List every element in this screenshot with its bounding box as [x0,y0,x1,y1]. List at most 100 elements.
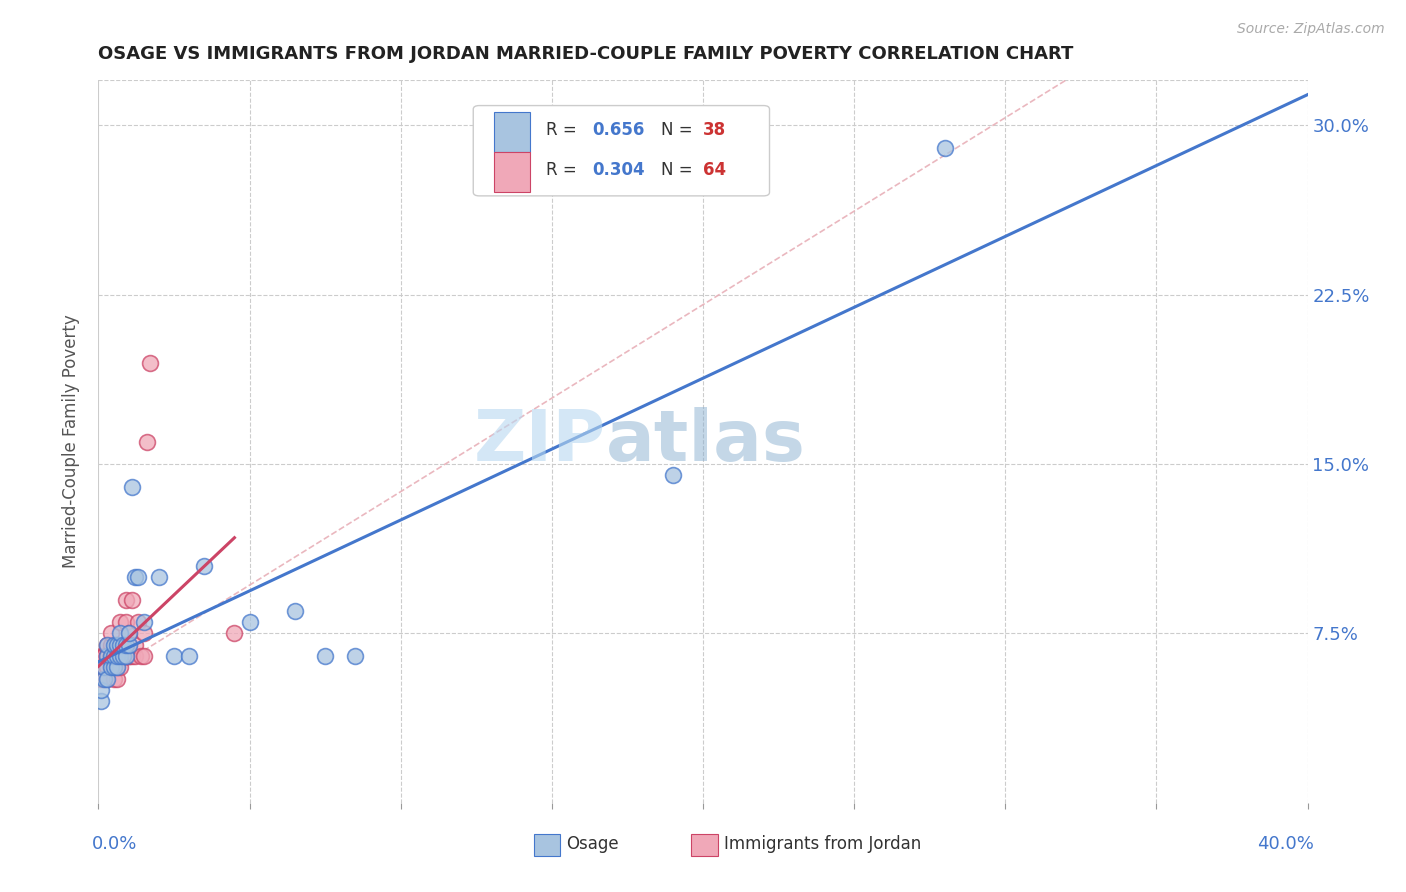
Point [148,570,170,584]
Point [118,648,141,663]
Point [124,638,146,652]
Point [100,626,122,640]
Text: atlas: atlas [606,407,806,476]
Point [105,648,128,663]
Point [96,672,118,686]
Text: N =: N = [661,121,697,139]
Point [108,615,131,630]
Point [284,604,307,618]
Point [105,660,128,674]
Point [100,648,122,663]
Point [193,558,215,573]
Point [103,648,125,663]
Text: Osage: Osage [567,835,619,853]
Point [111,638,134,652]
Point [105,638,128,652]
Point [103,638,125,652]
Point [132,648,155,663]
Point [93,660,115,674]
Point [118,648,141,663]
Point [121,648,143,663]
Point [93,648,115,663]
Point [127,615,149,630]
Point [114,615,136,630]
Point [103,660,125,674]
Point [90,672,112,686]
Text: 0.656: 0.656 [592,121,644,139]
Text: Immigrants from Jordan: Immigrants from Jordan [724,835,921,853]
Point [114,638,136,652]
Point [105,648,128,663]
Point [121,592,143,607]
Point [103,672,125,686]
Point [163,648,186,663]
Point [179,648,201,663]
Point [111,648,134,663]
Text: Source: ZipAtlas.com: Source: ZipAtlas.com [1237,22,1385,37]
Point [100,648,122,663]
Point [103,660,125,674]
Point [934,141,956,155]
Point [111,648,134,663]
Point [103,648,125,663]
Text: 0.304: 0.304 [592,161,644,179]
Text: R =: R = [546,161,582,179]
Point [96,648,118,663]
Point [124,648,146,663]
Point [96,648,118,663]
Point [114,648,136,663]
FancyBboxPatch shape [494,112,530,153]
Point [96,672,118,686]
Point [100,648,122,663]
Point [108,648,131,663]
Point [103,648,125,663]
Point [314,648,336,663]
Text: OSAGE VS IMMIGRANTS FROM JORDAN MARRIED-COUPLE FAMILY POVERTY CORRELATION CHART: OSAGE VS IMMIGRANTS FROM JORDAN MARRIED-… [98,45,1074,63]
Point [111,638,134,652]
Point [96,638,118,652]
Point [100,648,122,663]
Point [114,648,136,663]
Point [90,660,112,674]
Point [96,648,118,663]
Point [344,648,367,663]
Point [96,638,118,652]
Point [132,626,155,640]
Text: 0.0%: 0.0% [93,835,138,854]
FancyBboxPatch shape [690,834,717,855]
FancyBboxPatch shape [534,834,561,855]
Point [100,660,122,674]
Point [93,672,115,686]
Point [114,592,136,607]
Point [105,648,128,663]
Point [129,648,152,663]
Point [121,480,143,494]
Point [93,648,115,663]
FancyBboxPatch shape [494,153,530,192]
Point [93,660,115,674]
Point [103,648,125,663]
Point [108,648,131,663]
Point [100,638,122,652]
Point [114,648,136,663]
Text: R =: R = [546,121,582,139]
Point [124,570,146,584]
Point [111,648,134,663]
Point [90,682,112,697]
Point [135,434,157,449]
Point [118,638,141,652]
Point [108,648,131,663]
Point [93,672,115,686]
Point [114,648,136,663]
Point [105,638,128,652]
Point [139,355,162,369]
Point [96,648,118,663]
Point [96,660,118,674]
Text: ZIP: ZIP [474,407,606,476]
Point [127,570,149,584]
Point [132,615,155,630]
Point [108,638,131,652]
Point [239,615,262,630]
FancyBboxPatch shape [474,105,769,196]
Point [93,648,115,663]
